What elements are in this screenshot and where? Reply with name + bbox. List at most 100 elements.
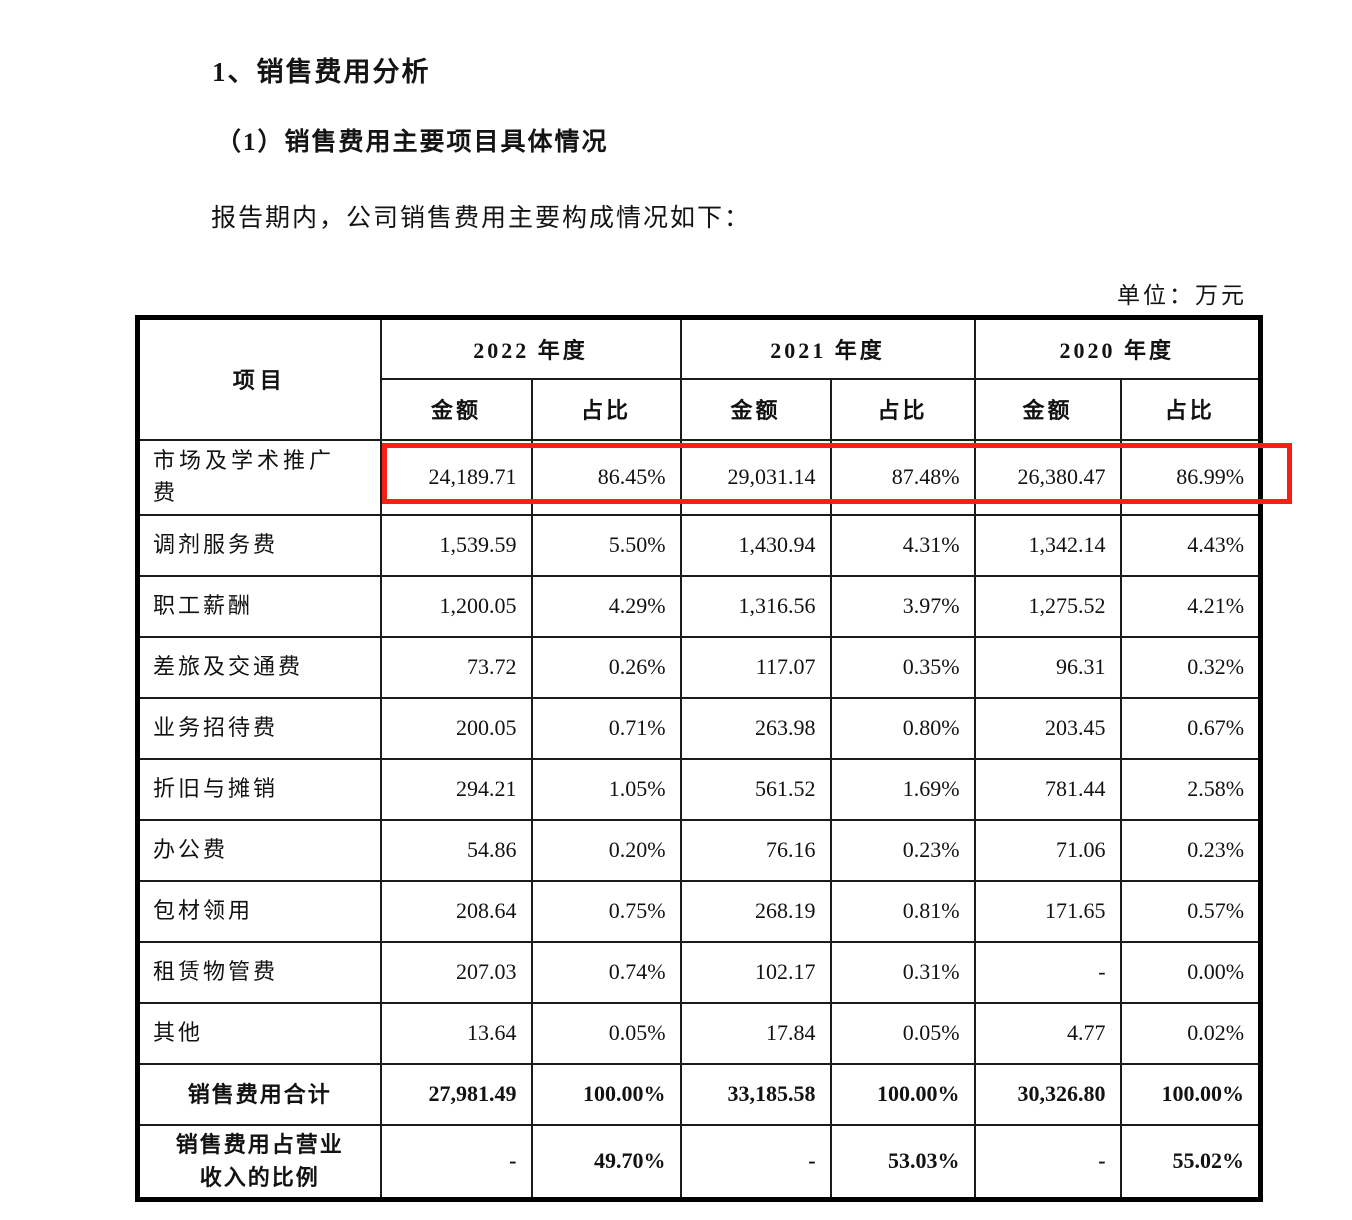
table-row-depreciation: 折旧与摊销 294.21 1.05% 561.52 1.69% 781.44 2… bbox=[136, 757, 1262, 821]
table-row-packaging: 包材领用 208.64 0.75% 268.19 0.81% 171.65 0.… bbox=[136, 879, 1262, 943]
table-cell: 26,380.47 bbox=[973, 438, 1122, 516]
table-cell: 1,316.56 bbox=[679, 574, 832, 638]
table-cell: 0.75% bbox=[530, 879, 682, 943]
table-cell: 0.05% bbox=[530, 1001, 682, 1065]
table-cell: 54.86 bbox=[379, 818, 533, 882]
col-header-ratio-2021: 占比 bbox=[829, 377, 976, 441]
table-cell: - bbox=[679, 1123, 832, 1201]
table-cell: 1.69% bbox=[829, 757, 976, 821]
table-cell: 208.64 bbox=[379, 879, 533, 943]
table-cell: 203.45 bbox=[973, 696, 1122, 760]
table-cell: 4.31% bbox=[829, 513, 976, 577]
table-cell: 171.65 bbox=[973, 879, 1122, 943]
table-cell: - bbox=[973, 940, 1122, 1004]
row-label: 调剂服务费 bbox=[136, 513, 382, 577]
table-cell: 4.43% bbox=[1119, 513, 1262, 577]
table-row-entertainment: 业务招待费 200.05 0.71% 263.98 0.80% 203.45 0… bbox=[136, 696, 1262, 760]
table-cell: 29,031.14 bbox=[679, 438, 832, 516]
table-row-other: 其他 13.64 0.05% 17.84 0.05% 4.77 0.02% bbox=[136, 1001, 1262, 1065]
table-cell: 0.74% bbox=[530, 940, 682, 1004]
table-cell: 268.19 bbox=[679, 879, 832, 943]
table-cell: 0.35% bbox=[829, 635, 976, 699]
col-header-amount-2020: 金额 bbox=[973, 377, 1122, 441]
table-cell: 117.07 bbox=[679, 635, 832, 699]
row-label: 租赁物管费 bbox=[136, 940, 382, 1004]
row-label: 办公费 bbox=[136, 818, 382, 882]
table-row-office: 办公费 54.86 0.20% 76.16 0.23% 71.06 0.23% bbox=[136, 818, 1262, 882]
col-header-item: 项目 bbox=[136, 316, 382, 441]
table-cell: 1,342.14 bbox=[973, 513, 1122, 577]
table-row-rent: 租赁物管费 207.03 0.74% 102.17 0.31% - 0.00% bbox=[136, 940, 1262, 1004]
row-label: 市场及学术推广费 bbox=[136, 438, 382, 516]
col-header-amount-2022: 金额 bbox=[379, 377, 533, 441]
table-cell: 0.32% bbox=[1119, 635, 1262, 699]
table-cell: 33,185.58 bbox=[679, 1062, 832, 1126]
table-cell: 1,200.05 bbox=[379, 574, 533, 638]
table-cell: 0.31% bbox=[829, 940, 976, 1004]
table-cell: 1.05% bbox=[530, 757, 682, 821]
table-cell: 86.45% bbox=[530, 438, 682, 516]
table-cell: 0.67% bbox=[1119, 696, 1262, 760]
table-cell: 13.64 bbox=[379, 1001, 533, 1065]
table-cell: 100.00% bbox=[829, 1062, 976, 1126]
row-label: 业务招待费 bbox=[136, 696, 382, 760]
row-label: 折旧与摊销 bbox=[136, 757, 382, 821]
row-label: 职工薪酬 bbox=[136, 574, 382, 638]
table-cell: 87.48% bbox=[829, 438, 976, 516]
table-cell: 4.77 bbox=[973, 1001, 1122, 1065]
table-cell: 5.50% bbox=[530, 513, 682, 577]
table-cell: 24,189.71 bbox=[379, 438, 533, 516]
table-row-revenue-ratio: 销售费用占营业收入的比例 - 49.70% - 53.03% - 55.02% bbox=[136, 1123, 1262, 1201]
table-cell: 76.16 bbox=[679, 818, 832, 882]
table-cell: - bbox=[379, 1123, 533, 1201]
table-cell: 1,539.59 bbox=[379, 513, 533, 577]
table-cell: 4.29% bbox=[530, 574, 682, 638]
table-cell: 561.52 bbox=[679, 757, 832, 821]
col-header-ratio-2022: 占比 bbox=[530, 377, 682, 441]
table-cell: - bbox=[973, 1123, 1122, 1201]
table-cell: 1,275.52 bbox=[973, 574, 1122, 638]
table-row-marketing: 市场及学术推广费 24,189.71 86.45% 29,031.14 87.4… bbox=[136, 438, 1262, 516]
table-cell: 0.80% bbox=[829, 696, 976, 760]
table-cell: 27,981.49 bbox=[379, 1062, 533, 1126]
table-header-year-row: 项目 2022 年度 2021 年度 2020 年度 bbox=[136, 316, 1262, 441]
row-label: 差旅及交通费 bbox=[136, 635, 382, 699]
table-cell: 1,430.94 bbox=[679, 513, 832, 577]
table-cell: 0.00% bbox=[1119, 940, 1262, 1004]
table-cell: 100.00% bbox=[1119, 1062, 1262, 1126]
table-cell: 100.00% bbox=[530, 1062, 682, 1126]
table-cell: 86.99% bbox=[1119, 438, 1262, 516]
table-cell: 0.05% bbox=[829, 1001, 976, 1065]
row-label: 其他 bbox=[136, 1001, 382, 1065]
table-cell: 200.05 bbox=[379, 696, 533, 760]
table-cell: 102.17 bbox=[679, 940, 832, 1004]
table-cell: 781.44 bbox=[973, 757, 1122, 821]
table-cell: 0.20% bbox=[530, 818, 682, 882]
table-cell: 0.81% bbox=[829, 879, 976, 943]
table-row-travel: 差旅及交通费 73.72 0.26% 117.07 0.35% 96.31 0.… bbox=[136, 635, 1262, 699]
table-cell: 71.06 bbox=[973, 818, 1122, 882]
col-header-ratio-2020: 占比 bbox=[1119, 377, 1262, 441]
table-cell: 0.57% bbox=[1119, 879, 1262, 943]
table-cell: 73.72 bbox=[379, 635, 533, 699]
table-cell: 4.21% bbox=[1119, 574, 1262, 638]
table-cell: 294.21 bbox=[379, 757, 533, 821]
table-row-dispensing: 调剂服务费 1,539.59 5.50% 1,430.94 4.31% 1,34… bbox=[136, 513, 1262, 577]
intro-paragraph: 报告期内，公司销售费用主要构成情况如下： bbox=[211, 205, 752, 232]
table-row-total: 销售费用合计 27,981.49 100.00% 33,185.58 100.0… bbox=[136, 1062, 1262, 1126]
table-cell: 3.97% bbox=[829, 574, 976, 638]
sales-expense-table: 项目 2022 年度 2021 年度 2020 年度 金额 占比 金额 占比 金… bbox=[135, 315, 1264, 1202]
table-header-sub-row: 金额 占比 金额 占比 金额 占比 bbox=[138, 377, 1262, 441]
table-cell: 263.98 bbox=[679, 696, 832, 760]
unit-label: 单位：万元 bbox=[1117, 283, 1247, 308]
table-cell: 17.84 bbox=[679, 1001, 832, 1065]
table-cell: 0.23% bbox=[1119, 818, 1262, 882]
col-header-year-2022: 2022 年度 bbox=[379, 316, 682, 380]
table-cell: 0.23% bbox=[829, 818, 976, 882]
row-label: 包材领用 bbox=[136, 879, 382, 943]
table-cell: 49.70% bbox=[530, 1123, 682, 1201]
subsection-heading: （1）销售费用主要项目具体情况 bbox=[216, 129, 609, 156]
table-row-salary: 职工薪酬 1,200.05 4.29% 1,316.56 3.97% 1,275… bbox=[136, 574, 1262, 638]
table-cell: 30,326.80 bbox=[973, 1062, 1122, 1126]
row-label: 销售费用合计 bbox=[136, 1062, 382, 1126]
